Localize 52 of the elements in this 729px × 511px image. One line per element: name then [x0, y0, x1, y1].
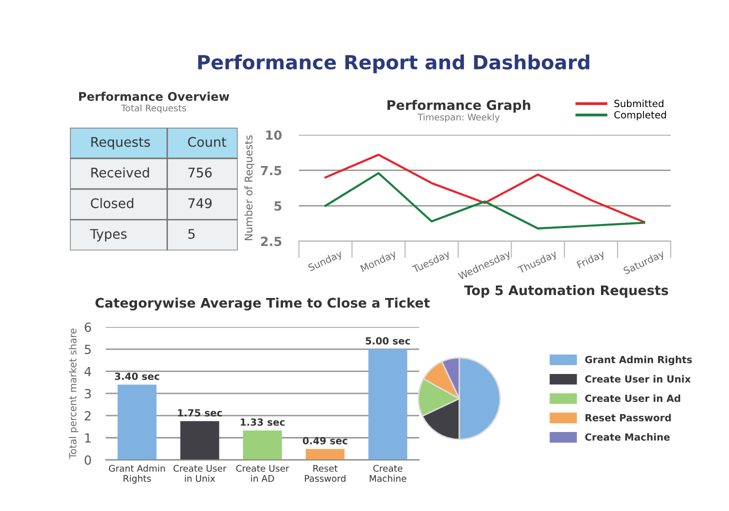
text: Types: [90, 229, 127, 242]
data-label: 1.33 sec: [240, 418, 285, 426]
y-tick-label: 5: [84, 344, 91, 354]
legend-label: Submitted: [614, 100, 664, 108]
x-tick-label: Reset Password: [304, 465, 346, 482]
x-tick-label: Create User in AD: [236, 464, 290, 482]
text: Closed: [90, 198, 134, 208]
y-tick-label: 7.5: [260, 166, 282, 176]
y-axis-title: Total percent market share: [68, 328, 78, 459]
text: 5: [188, 229, 195, 239]
legend-label: Create User in Ad: [585, 394, 680, 402]
legend-label: Reset Password: [586, 414, 671, 422]
y-tick-label: 5: [274, 201, 282, 211]
chart-subtitle: Timespan: Weekly: [418, 114, 500, 122]
text: Count: [188, 136, 226, 147]
data-label: 5.00 sec: [366, 337, 410, 345]
text: 749: [188, 198, 212, 208]
text: Performance Report and Dashboard: [198, 54, 590, 74]
text: Received: [91, 167, 149, 178]
y-tick-label: 4: [84, 366, 92, 376]
legend-label: Grant Admin Rights: [585, 356, 692, 366]
chart-title: Top 5 Automation Requests: [464, 285, 668, 298]
line-series: [324, 154, 646, 224]
y-tick-label: 2.5: [261, 236, 282, 246]
x-tick-label: Grant Admin Rights: [108, 464, 165, 484]
y-tick-label: 2: [84, 411, 91, 420]
legend-label: Create User in Unix: [585, 375, 691, 383]
y-axis-title: Number of Requests: [244, 135, 255, 240]
chart-title: Performance Graph: [388, 100, 530, 113]
y-tick-label: 3: [84, 388, 91, 398]
line-series: [324, 172, 646, 230]
y-tick-label: 10: [266, 130, 282, 140]
bar: [180, 421, 220, 460]
data-label: 0.49 sec: [302, 437, 348, 444]
y-tick-label: 1: [85, 433, 91, 443]
text: 756: [188, 168, 212, 178]
text: Performance Overview: [79, 92, 230, 101]
bar: [118, 384, 156, 460]
y-tick-label: 6: [84, 322, 92, 332]
bar: [368, 349, 408, 460]
bar: [243, 430, 282, 460]
data-label: 1.75 sec: [178, 409, 222, 416]
x-tick-label: Create User in Unix: [174, 464, 226, 482]
text: Total Requests: [121, 104, 186, 114]
y-tick-label: 0: [84, 455, 91, 465]
bar: [306, 449, 345, 460]
text: Requests: [91, 137, 150, 150]
chart-title: Categorywise Average Time to Close a Ticket: [95, 298, 430, 310]
x-tick-label: Create Machine: [370, 464, 406, 482]
legend-label: Create Machine: [585, 433, 670, 441]
legend-label: Completed: [614, 110, 666, 120]
data-label: 3.40 sec: [114, 372, 160, 380]
